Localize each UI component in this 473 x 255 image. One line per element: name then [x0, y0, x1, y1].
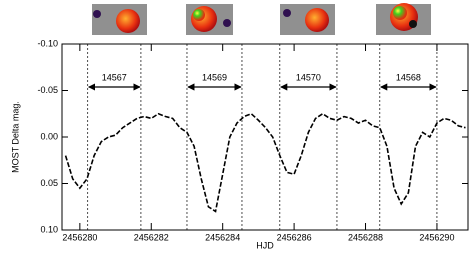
segment-label: 14568: [396, 72, 421, 82]
x-tick-label: 2456288: [348, 232, 383, 242]
render-companion: [283, 9, 291, 17]
x-tick-label: 2456284: [205, 232, 240, 242]
x-tick-label: 2456282: [134, 232, 169, 242]
y-axis-label: MOST Delta mag.: [10, 101, 20, 173]
segment-label: 14570: [296, 72, 321, 82]
render-star: [305, 8, 329, 32]
render-companion: [409, 20, 417, 28]
y-tick-label: -0.10: [37, 38, 58, 48]
render-spot: [193, 9, 205, 21]
y-tick-label: 0.00: [40, 131, 58, 141]
render-spot: [393, 6, 407, 20]
x-tick-label: 2456290: [419, 232, 454, 242]
y-tick-label: 0.10: [40, 224, 58, 234]
light-curve: [64, 112, 466, 213]
render-images: [92, 3, 431, 35]
render-companion: [223, 19, 231, 27]
x-axis-label: HJD: [256, 240, 274, 250]
y-tick-label: 0.05: [40, 178, 58, 188]
segment-label: 14569: [202, 72, 227, 82]
render-companion: [93, 10, 101, 18]
x-tick-label: 2456286: [277, 232, 312, 242]
y-tick-label: -0.05: [37, 85, 58, 95]
segment-label: 14567: [102, 72, 127, 82]
x-tick-label: 2456280: [62, 232, 97, 242]
render-star: [116, 9, 140, 33]
